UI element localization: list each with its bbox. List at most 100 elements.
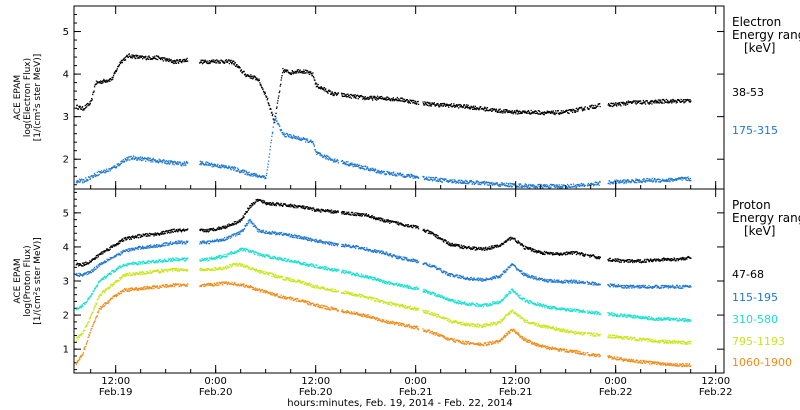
data-point bbox=[214, 163, 217, 166]
data-point bbox=[490, 278, 492, 280]
data-point bbox=[521, 112, 523, 114]
data-point bbox=[201, 59, 203, 62]
data-point bbox=[284, 69, 286, 71]
data-point bbox=[216, 165, 218, 167]
data-point bbox=[492, 109, 494, 111]
data-point bbox=[311, 238, 313, 240]
data-point bbox=[179, 60, 181, 62]
data-point bbox=[576, 110, 578, 113]
data-point bbox=[75, 274, 77, 276]
data-point bbox=[294, 72, 296, 74]
data-point bbox=[168, 229, 170, 232]
data-point bbox=[365, 249, 367, 251]
data-point bbox=[453, 245, 455, 247]
data-point bbox=[549, 280, 551, 282]
data-point bbox=[456, 104, 458, 106]
data-point bbox=[635, 100, 638, 102]
data-point bbox=[289, 204, 291, 207]
data-point bbox=[399, 172, 401, 174]
data-point bbox=[521, 111, 523, 114]
data-point bbox=[431, 104, 433, 106]
data-point bbox=[569, 186, 571, 188]
data-point bbox=[175, 60, 177, 62]
data-point bbox=[643, 102, 645, 104]
data-point bbox=[654, 100, 656, 103]
data-point bbox=[471, 181, 473, 183]
data-point bbox=[332, 210, 335, 212]
data-point bbox=[627, 261, 629, 263]
legend-entry-38-53: 38-53 bbox=[732, 86, 764, 99]
data-point bbox=[183, 164, 185, 167]
data-point bbox=[319, 209, 321, 211]
data-point bbox=[422, 101, 424, 103]
data-point bbox=[539, 250, 541, 252]
data-point bbox=[281, 204, 283, 207]
data-point bbox=[367, 248, 370, 251]
data-point bbox=[447, 180, 449, 182]
data-point bbox=[239, 221, 241, 223]
data-point bbox=[644, 180, 646, 182]
data-point bbox=[374, 95, 376, 98]
data-point bbox=[397, 172, 399, 174]
data-point bbox=[291, 137, 293, 140]
data-point bbox=[224, 225, 227, 227]
data-point bbox=[128, 53, 130, 55]
data-point bbox=[270, 139, 273, 141]
data-point bbox=[210, 59, 213, 62]
data-point bbox=[543, 114, 545, 116]
data-point bbox=[413, 259, 416, 261]
data-point bbox=[87, 262, 89, 264]
data-point bbox=[527, 184, 530, 187]
data-point bbox=[92, 176, 94, 179]
data-point bbox=[133, 56, 135, 58]
data-point bbox=[459, 275, 462, 277]
data-point bbox=[333, 210, 335, 212]
data-point bbox=[569, 253, 572, 255]
data-point bbox=[576, 251, 578, 253]
data-point bbox=[212, 229, 214, 232]
data-point bbox=[462, 275, 464, 277]
legend-entry-47-68: 47-68 bbox=[732, 268, 764, 281]
data-point bbox=[528, 111, 530, 113]
data-point bbox=[493, 246, 495, 248]
data-point bbox=[287, 204, 289, 206]
data-point bbox=[497, 246, 499, 248]
data-point bbox=[94, 174, 96, 176]
data-point bbox=[126, 157, 128, 159]
data-point bbox=[325, 157, 327, 159]
data-point bbox=[208, 230, 210, 232]
data-point bbox=[306, 206, 308, 208]
data-point bbox=[152, 56, 154, 58]
data-point bbox=[239, 70, 242, 72]
data-point bbox=[257, 200, 259, 202]
data-point bbox=[297, 135, 299, 138]
data-point bbox=[373, 216, 375, 218]
data-point bbox=[169, 163, 171, 165]
data-point bbox=[403, 98, 405, 100]
data-point bbox=[358, 164, 360, 166]
data-point bbox=[668, 177, 670, 179]
data-point bbox=[333, 93, 335, 95]
data-point bbox=[440, 103, 442, 105]
data-point bbox=[461, 182, 463, 184]
data-point bbox=[677, 177, 680, 179]
data-point bbox=[391, 172, 393, 174]
data-point bbox=[542, 113, 544, 116]
data-point bbox=[554, 113, 556, 116]
data-point bbox=[262, 90, 265, 92]
data-point bbox=[504, 240, 507, 242]
data-point bbox=[104, 251, 106, 253]
data-point bbox=[496, 111, 498, 113]
data-point bbox=[529, 112, 531, 114]
data-point bbox=[177, 59, 179, 61]
data-point bbox=[324, 155, 326, 157]
data-point bbox=[76, 262, 78, 264]
data-point bbox=[545, 279, 547, 282]
data-point bbox=[623, 182, 625, 185]
data-point bbox=[625, 180, 627, 182]
data-point bbox=[133, 54, 135, 57]
data-point bbox=[527, 246, 529, 249]
data-point bbox=[206, 164, 208, 166]
data-point bbox=[522, 244, 524, 246]
data-point bbox=[518, 113, 520, 115]
